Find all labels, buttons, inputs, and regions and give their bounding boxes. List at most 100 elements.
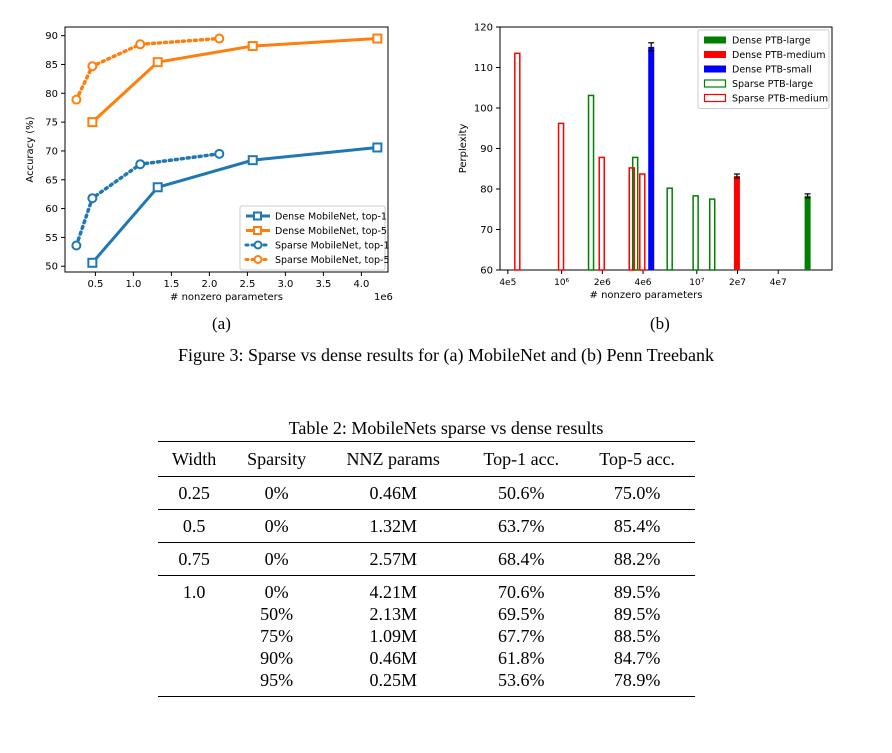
cell-sparsity: 95%: [260, 670, 294, 690]
y-tick-label: 100: [474, 104, 493, 115]
cell-sparsity: 0%: [264, 483, 289, 503]
cell-width: 1.0: [182, 582, 206, 602]
cell-top5: 85.4%: [613, 516, 661, 536]
cell-nnz: 2.13M: [369, 604, 417, 624]
series-line-sparse-mobilenet-top-1: [74, 152, 222, 248]
legend-label: Dense PTB-medium: [732, 50, 826, 61]
y-tick-label: 60: [480, 266, 493, 277]
data-point: [71, 94, 82, 105]
cell-width: 0.75: [178, 549, 210, 569]
cell-nnz: 4.21M: [369, 582, 417, 602]
subfigure-label-b: (b): [650, 314, 670, 333]
chart-ptb-perplexity: 4e5 10⁶ 2e6 4e6 10⁷ 2e7 4e7 60 70 80 90 100 110 120 # …: [440, 0, 892, 305]
legend-swatch: [703, 79, 727, 88]
table-row: 50% 2.13M 69.5% 89.5%: [158, 603, 695, 625]
cell-nnz: 1.32M: [369, 516, 417, 536]
data-point: [135, 39, 146, 50]
legend-swatch: [704, 36, 726, 44]
y-tick-label: 75: [45, 118, 58, 129]
legend-label: Dense MobileNet, top-5: [275, 226, 387, 237]
legend-marker: [253, 211, 262, 221]
chart-a-svg: 0.5 1.0 1.5 2.0 2.5 3.0 3.5 4.0 50 55 60 65 70 75 80 85…: [25, 26, 393, 303]
table-group: 0.75 0% 2.57M 68.4% 88.2%: [158, 542, 695, 576]
chart-b-svg: 4e5 10⁶ 2e6 4e6 10⁷ 2e7 4e7 60 70 80 90 100 110 120 # …: [458, 23, 833, 301]
bar-sparse-ptb-large: [631, 156, 639, 271]
legend-label: Dense PTB-large: [732, 36, 811, 47]
series-line-dense-mobilenet-top-1: [91, 145, 378, 264]
data-point: [372, 33, 383, 44]
x-tick-label: 4e5: [499, 278, 516, 288]
table-caption: Table 2: MobileNets sparse vs dense resu…: [288, 418, 604, 438]
header-nnz-params: NNZ params: [346, 449, 440, 469]
cell-width: 0.25: [178, 483, 210, 503]
bar-sparse-ptb-medium: [557, 122, 565, 271]
cell-top1: 67.7%: [498, 626, 545, 646]
table-row: 90% 0.46M 61.8% 84.7%: [158, 647, 695, 669]
cell-nnz: 0.46M: [369, 648, 417, 668]
x-tick-label: 4e6: [635, 278, 652, 288]
y-tick-label: 65: [45, 175, 58, 186]
y-tick-label: 90: [480, 144, 493, 155]
cell-width: [158, 647, 230, 669]
bar-sparse-ptb-medium: [628, 167, 635, 271]
legend-marker: [253, 240, 263, 250]
data-point: [87, 193, 98, 204]
cell-top5: 88.2%: [613, 549, 661, 569]
data-point: [152, 57, 163, 68]
header-top1-acc: Top-1 acc.: [483, 449, 560, 469]
legend-box: [239, 205, 386, 271]
x-tick-label: 1.5: [163, 279, 179, 290]
cell-sparsity: 0%: [264, 516, 289, 536]
x-tick-label: 4.0: [353, 279, 369, 290]
bar-dense-ptb-large: [804, 195, 811, 270]
x-tick-label: 10⁷: [689, 278, 704, 288]
x-tick-label: 0.5: [87, 279, 103, 290]
cell-sparsity: 0%: [264, 582, 289, 602]
series-line-sparse-mobilenet-top-5: [74, 36, 222, 102]
table-row: 95% 0.25M 53.6% 78.9%: [158, 669, 695, 697]
cell-sparsity: 0%: [264, 549, 289, 569]
y-axis-label: Perplexity: [458, 124, 469, 174]
table-group: 0.5 0% 1.32M 63.7% 85.4%: [158, 509, 695, 543]
chart-mobilenet-accuracy: 0.5 1.0 1.5 2.0 2.5 3.0 3.5 4.0 50 55 60 65 70 75 80 85…: [0, 0, 430, 305]
cell-nnz: 0.25M: [369, 670, 417, 690]
cell-top5: 75.0%: [613, 483, 661, 503]
x-tick-label: 2e7: [729, 278, 746, 288]
data-point: [372, 142, 383, 153]
x-axis-label: # nonzero parameters: [170, 292, 283, 303]
series-line-dense-mobilenet-top-5: [91, 37, 378, 124]
cell-top5: 89.5%: [613, 604, 661, 624]
data-point: [87, 61, 98, 72]
header-width: Width: [172, 449, 217, 469]
y-tick-label: 110: [474, 63, 493, 74]
y-tick-label: 50: [45, 262, 58, 273]
y-tick-label: 85: [45, 60, 58, 71]
cell-top1: 61.8%: [498, 648, 545, 668]
x-tick-label: 2e6: [594, 278, 611, 288]
legend-label: Sparse MobileNet, top-5: [275, 255, 390, 266]
legend-swatch: [704, 65, 726, 73]
legend-label: Sparse PTB-large: [732, 79, 813, 90]
cell-width: [158, 603, 230, 625]
cell-width: 0.5: [182, 516, 206, 536]
x-axis-label: # nonzero parameters: [590, 290, 703, 301]
bar-dense-ptb-medium: [733, 176, 740, 270]
cell-top1: 50.6%: [498, 483, 545, 503]
cell-width: [158, 625, 230, 647]
bar-sparse-ptb-large: [708, 198, 716, 271]
cell-top5: 89.5%: [613, 582, 661, 602]
y-tick-label: 70: [45, 146, 58, 157]
table-group: 1.0 0% 4.21M 70.6% 89.5% 50% 2.13M 69.5%…: [158, 575, 695, 697]
cell-nnz: 0.46M: [369, 483, 417, 503]
table-row: 0.5 0% 1.32M 63.7% 85.4%: [158, 510, 695, 543]
y-tick-label: 55: [45, 233, 58, 244]
y-tick-label: 120: [474, 23, 493, 34]
table-group: 0.25 0% 0.46M 50.6% 75.0%: [158, 476, 695, 510]
plot-frame: [64, 26, 389, 273]
results-table: Width Sparsity NNZ params Top-1 acc. Top…: [158, 441, 695, 697]
bar-dense-ptb-small: [648, 46, 655, 270]
bar-sparse-ptb-large: [666, 187, 673, 271]
figure-caption: Figure 3: Sparse vs dense results for (a…: [178, 345, 714, 365]
table-row: 0.75 0% 2.57M 68.4% 88.2%: [158, 543, 695, 576]
header-top5-acc: Top-5 acc.: [599, 449, 675, 469]
